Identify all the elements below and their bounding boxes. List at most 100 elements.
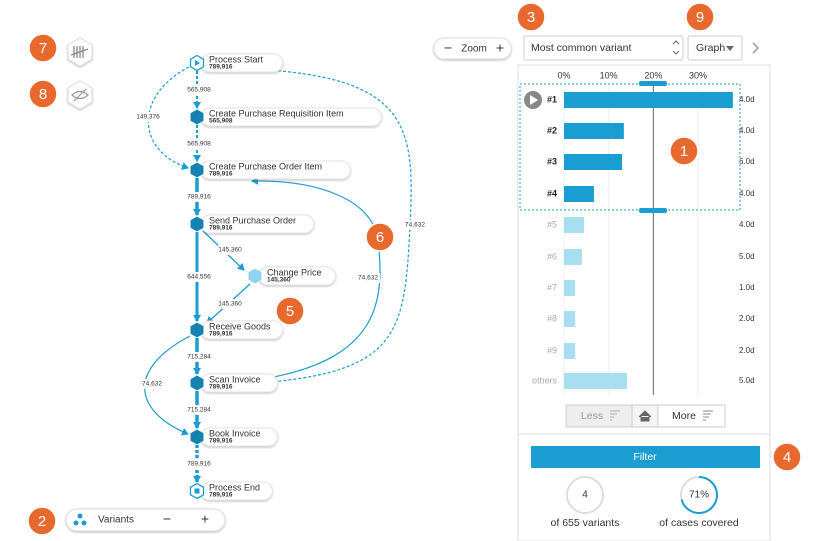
edge-label-bg — [187, 192, 211, 202]
view-button[interactable] — [687, 35, 743, 61]
node-count: 789,916 — [209, 225, 233, 232]
end-icon — [194, 488, 200, 494]
variants-label: Variants — [98, 515, 134, 526]
edge-label: 715,284 — [187, 407, 211, 414]
visibility-icon — [71, 88, 89, 102]
bar — [564, 280, 576, 296]
play-icon — [530, 95, 538, 105]
duration-label: 4.0d — [739, 189, 755, 198]
node-count: 789,916 — [209, 171, 233, 178]
edge-label-bg — [218, 245, 242, 255]
zoom-label: Zoom — [461, 44, 487, 55]
annotation-badge: 8 — [28, 79, 58, 109]
edge-label: 715,284 — [187, 354, 211, 361]
badge-number: 3 — [527, 9, 535, 26]
filter-label: Filter — [633, 451, 657, 463]
category-label: #8 — [547, 313, 557, 323]
variant-selector[interactable] — [523, 35, 684, 61]
category-label: #4 — [547, 188, 557, 198]
duration-label: 1.0d — [739, 283, 755, 292]
badge-circle — [669, 136, 699, 166]
bar — [564, 186, 594, 202]
annotation-badge: 2 — [27, 506, 57, 536]
bar — [564, 217, 585, 233]
edge-label-bg — [136, 112, 160, 122]
zoom-in[interactable]: + — [496, 40, 504, 56]
edge-label: 789,916 — [187, 194, 211, 201]
selection-handle-bottom[interactable] — [639, 208, 667, 213]
edge-label-bg — [187, 352, 211, 362]
edge-label-bg — [218, 299, 242, 309]
node-count: 789,916 — [209, 64, 233, 71]
badge-number: 1 — [680, 143, 688, 160]
variants-minus[interactable]: − — [163, 511, 171, 527]
edge-label: 644,556 — [187, 274, 211, 281]
category-label: #9 — [547, 345, 557, 355]
duration-label: 2.0d — [739, 346, 755, 355]
variant-selector-label: Most common variant — [531, 42, 631, 54]
less-label: Less — [581, 410, 603, 422]
edge-label: 74,632 — [405, 222, 425, 229]
duration-label: 4.0d — [739, 126, 755, 135]
edge-label-bg — [403, 220, 427, 230]
bar — [564, 343, 576, 359]
duration-label: 2.0d — [739, 314, 755, 323]
edge-label-bg — [187, 139, 211, 149]
selection-handle-top[interactable] — [639, 81, 667, 86]
badge-number: 9 — [696, 9, 704, 26]
bar — [564, 154, 623, 170]
variants-control — [65, 508, 226, 532]
filter-button[interactable] — [531, 446, 760, 468]
node-count: 145,360 — [267, 277, 291, 284]
edge-label: 74,632 — [358, 275, 378, 282]
view-label: Graph — [696, 42, 725, 54]
badge-circle — [685, 2, 715, 32]
edge-label: 149,376 — [136, 114, 160, 121]
annotation-badge: 1 — [669, 136, 699, 166]
category-label: #5 — [547, 219, 557, 229]
category-label: #2 — [547, 125, 557, 135]
annotation-badge: 7 — [28, 33, 58, 63]
node-icon — [190, 109, 204, 125]
annotation-badge: 3 — [516, 2, 546, 32]
badge-circle — [28, 79, 58, 109]
bar — [564, 311, 576, 327]
x-tick-label: 10% — [600, 70, 618, 80]
edge-label: 565,908 — [187, 87, 211, 94]
zoom-out[interactable]: − — [444, 40, 452, 56]
edge-label: 145,360 — [218, 301, 242, 308]
badge-number: 5 — [286, 303, 294, 320]
badge-circle — [27, 506, 57, 536]
node-icon — [190, 162, 204, 178]
variants-plus[interactable]: + — [201, 511, 209, 527]
category-label: others — [532, 375, 558, 385]
edge-label-bg — [187, 459, 211, 469]
edge-label-bg — [187, 85, 211, 95]
node-count: 789,916 — [209, 438, 233, 445]
edge-label: 789,916 — [187, 461, 211, 468]
variants-caption: of 655 variants — [551, 517, 620, 529]
badge-circle — [516, 2, 546, 32]
category-label: #3 — [547, 156, 557, 166]
bar — [564, 373, 627, 389]
badge-number: 8 — [39, 86, 47, 103]
more-label: More — [672, 410, 696, 422]
badge-circle — [28, 33, 58, 63]
annotation-badge: 5 — [275, 296, 305, 326]
badge-number: 6 — [376, 229, 384, 246]
next-button[interactable] — [752, 42, 760, 54]
node-icon — [190, 375, 204, 391]
home-icon — [638, 410, 652, 422]
node-label: Process Start — [209, 54, 264, 64]
badge-circle — [772, 442, 802, 472]
more-icon — [703, 410, 713, 421]
node-label: Create Purchase Requisition Item — [209, 108, 344, 118]
badge-number: 4 — [783, 449, 791, 466]
tally-icon — [70, 46, 89, 58]
